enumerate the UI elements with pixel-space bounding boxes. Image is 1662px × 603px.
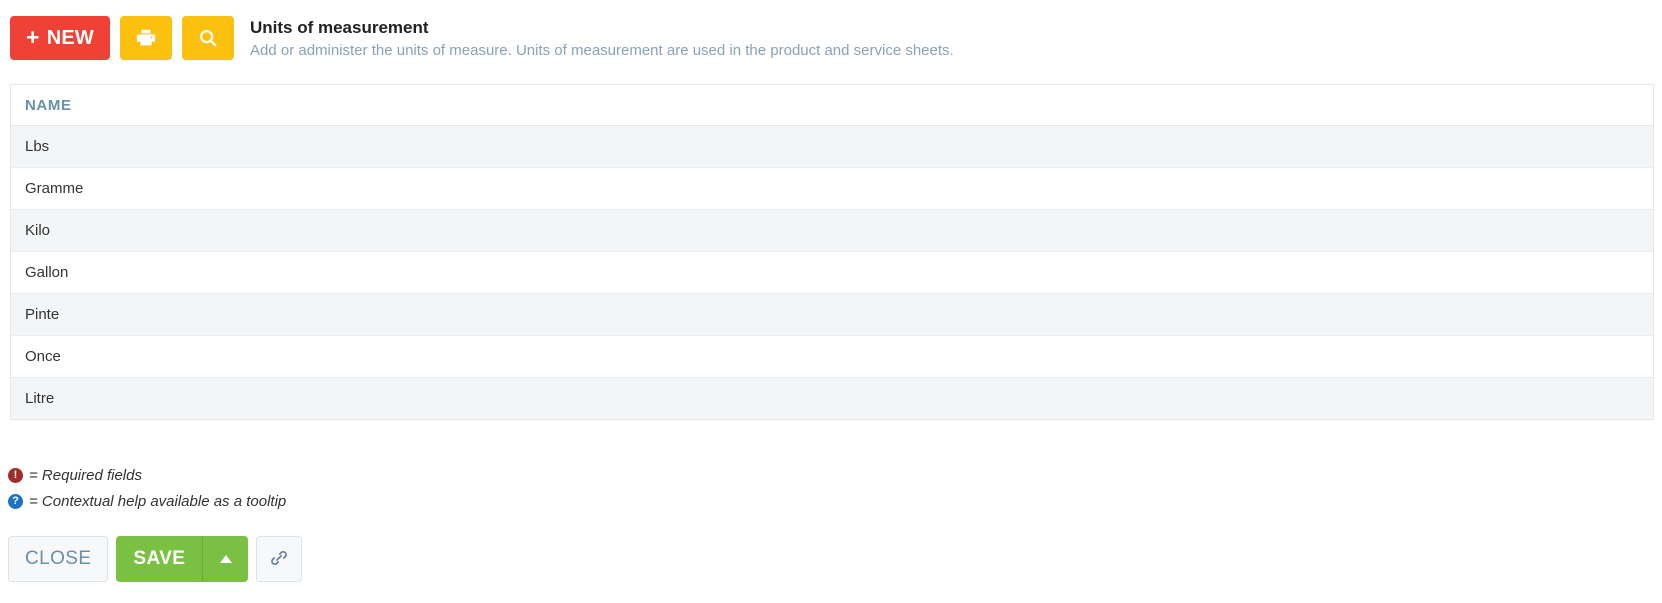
page-title: Units of measurement — [250, 18, 429, 37]
legend-help-label: = Contextual help available as a tooltip — [29, 492, 287, 510]
legend: ! = Required fields ? = Contextual help … — [8, 462, 1662, 514]
cell-name: Lbs — [11, 125, 1653, 168]
printer-icon — [135, 27, 157, 49]
caret-up-icon — [219, 552, 233, 567]
search-button[interactable] — [182, 16, 234, 60]
cell-name: Gallon — [11, 251, 1653, 294]
table-body: Lbs Gramme Kilo Gallon Pinte Once Litre — [11, 125, 1653, 419]
legend-help: ? = Contextual help available as a toolt… — [8, 488, 1662, 514]
table-header-row: NAME — [11, 85, 1653, 126]
new-button-label: NEW — [46, 26, 94, 49]
search-icon — [197, 27, 219, 49]
save-button[interactable]: SAVE — [116, 536, 204, 582]
table-row[interactable]: Lbs — [11, 125, 1653, 168]
footer-actions: CLOSE SAVE — [8, 536, 1662, 582]
units-table: NAME Lbs Gramme Kilo Gallon Pinte Once — [11, 85, 1653, 419]
cell-name: Pinte — [11, 293, 1653, 336]
exclamation-circle-icon: ! — [8, 467, 23, 483]
toolbar: + NEW Units of measurement Add or admini… — [0, 0, 1662, 62]
table-row[interactable]: Pinte — [11, 293, 1653, 336]
cell-name: Once — [11, 335, 1653, 378]
save-dropdown-button[interactable] — [203, 536, 249, 582]
page-subtitle: Add or administer the units of measure. … — [250, 42, 954, 59]
table-row[interactable]: Gramme — [11, 167, 1653, 210]
question-circle-icon: ? — [8, 493, 23, 509]
link-icon — [269, 548, 289, 571]
legend-required: ! = Required fields — [8, 462, 1662, 488]
cell-name: Kilo — [11, 209, 1653, 252]
table-head: NAME — [11, 85, 1653, 126]
new-button[interactable]: + NEW — [10, 16, 110, 60]
column-header-name[interactable]: NAME — [11, 85, 1653, 126]
table-row[interactable]: Kilo — [11, 209, 1653, 252]
cell-name: Litre — [11, 377, 1653, 419]
save-button-group: SAVE — [116, 536, 249, 582]
units-table-container: NAME Lbs Gramme Kilo Gallon Pinte Once — [10, 84, 1654, 420]
table-row[interactable]: Once — [11, 335, 1653, 378]
print-button[interactable] — [120, 16, 172, 60]
cell-name: Gramme — [11, 167, 1653, 210]
legend-required-label: = Required fields — [29, 466, 142, 484]
page-header: Units of measurement Add or administer t… — [250, 16, 954, 61]
copy-link-button[interactable] — [256, 536, 303, 582]
table-row[interactable]: Litre — [11, 377, 1653, 419]
plus-icon: + — [26, 23, 40, 50]
close-button[interactable]: CLOSE — [8, 536, 109, 582]
table-row[interactable]: Gallon — [11, 251, 1653, 294]
